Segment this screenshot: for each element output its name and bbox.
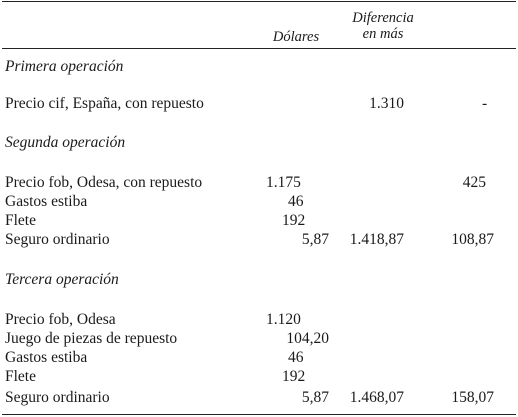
row-diferencia: 158,07: [451, 389, 494, 406]
bottom-rule: [2, 414, 516, 415]
row-total: 1.418,87: [349, 231, 404, 248]
row-dolares: 104,20: [286, 330, 329, 347]
row-label: Gastos estiba: [5, 349, 88, 366]
row-total: 1.468,07: [349, 389, 404, 406]
top-rule: [2, 1, 516, 2]
column-header-diferencia: Diferencia en más: [344, 10, 422, 42]
row-dolares: 1.120: [266, 311, 301, 328]
row-label: Precio fob, Odesa: [5, 311, 116, 328]
row-dolares: 46: [288, 349, 304, 366]
row-label: Precio cif, España, con repuesto: [5, 95, 204, 112]
row-label: Seguro ordinario: [5, 389, 110, 406]
row-dolares: 46: [288, 193, 304, 210]
row-total: 1.310: [369, 95, 404, 112]
row-label: Seguro ordinario: [5, 231, 110, 248]
row-label: Juego de piezas de repuesto: [5, 330, 178, 347]
row-dolares: 1.175: [266, 174, 301, 191]
section-title-tercera: Tercera operación: [5, 271, 119, 288]
column-header-dolares: Dólares: [272, 29, 320, 45]
header-rule: [2, 48, 516, 49]
column-header-diferencia-line1: Diferencia: [352, 10, 414, 26]
row-diferencia: 425: [462, 174, 486, 191]
row-label: Flete: [5, 368, 36, 385]
row-dolares: 5,87: [301, 231, 329, 248]
section-title-segunda: Segunda operación: [5, 134, 126, 151]
row-label: Gastos estiba: [5, 193, 88, 210]
section-title-primera: Primera operación: [5, 58, 124, 75]
row-diferencia: 108,87: [451, 231, 494, 248]
row-dolares: 192: [282, 368, 306, 385]
row-label: Flete: [5, 212, 36, 229]
row-dolares: 192: [282, 212, 306, 229]
column-header-diferencia-line2: en más: [362, 26, 404, 42]
row-dolares: 5,87: [301, 389, 329, 406]
row-diferencia: -: [482, 95, 488, 112]
row-label: Precio fob, Odesa, con repuesto: [5, 174, 203, 191]
